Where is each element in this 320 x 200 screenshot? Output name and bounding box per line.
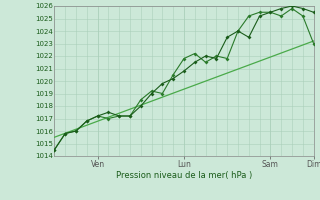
- X-axis label: Pression niveau de la mer( hPa ): Pression niveau de la mer( hPa ): [116, 171, 252, 180]
